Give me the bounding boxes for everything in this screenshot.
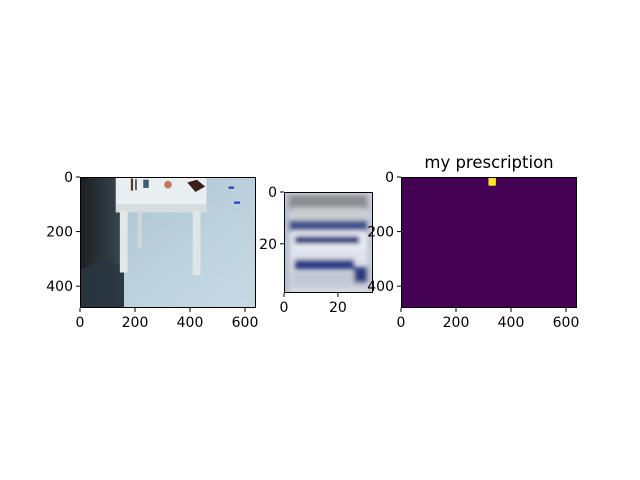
x-tick-label-mask: 200 — [443, 315, 470, 331]
y-tick-label-scene: 200 — [46, 225, 73, 241]
y-tick-label-crop: 0 — [268, 185, 277, 201]
panel-scene-photo — [80, 177, 256, 308]
x-tick-label-mask: 0 — [397, 315, 406, 331]
x-tick-label-scene: 400 — [177, 315, 204, 331]
x-tick-label-scene: 200 — [122, 315, 149, 331]
y-tick-label-scene: 0 — [64, 170, 73, 186]
y-tick-label-scene: 400 — [46, 279, 73, 295]
crop-image — [284, 192, 373, 293]
x-tick-label-scene: 0 — [76, 315, 85, 331]
y-tick-label-mask: 0 — [385, 170, 394, 186]
panel-mask: my prescription — [401, 153, 577, 308]
panel-bottle-crop — [284, 192, 373, 293]
y-tick-label-mask: 400 — [367, 279, 394, 295]
y-tick-label-mask: 200 — [367, 225, 394, 241]
scene-image — [80, 177, 256, 308]
x-tick-label-crop: 20 — [329, 300, 347, 316]
mask-blob — [488, 177, 496, 186]
x-tick-label-crop: 0 — [280, 300, 289, 316]
mask-image — [401, 177, 577, 308]
y-tick-label-crop: 20 — [259, 237, 277, 253]
x-tick-label-mask: 400 — [498, 315, 525, 331]
mask-title: my prescription — [424, 153, 553, 172]
x-tick-label-mask: 600 — [553, 315, 580, 331]
x-tick-label-scene: 600 — [232, 315, 259, 331]
